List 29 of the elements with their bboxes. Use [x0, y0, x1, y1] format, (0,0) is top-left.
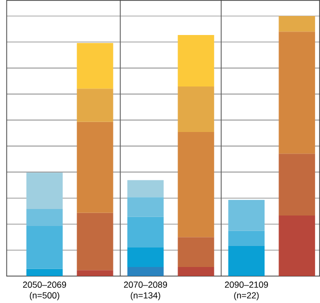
bar: [178, 236, 214, 267]
bar: [278, 31, 316, 154]
bar: [26, 208, 63, 226]
bar: [127, 216, 164, 248]
bar: [76, 122, 114, 213]
bar: [278, 16, 316, 32]
bar: [26, 268, 63, 276]
bar: [127, 180, 164, 197]
bar: [228, 246, 265, 276]
bar: [278, 215, 316, 276]
bar: [127, 196, 164, 217]
bar: [76, 42, 114, 88]
bar: [178, 34, 214, 86]
x-tick-label: 2090–2109 (n=22): [224, 281, 268, 300]
bar: [178, 266, 214, 276]
bar: [26, 172, 63, 209]
x-tick-label: 2050–2069 (n=500): [23, 281, 66, 300]
bar: [278, 153, 316, 216]
bar: [127, 266, 164, 276]
bar: [127, 247, 164, 267]
bar: [178, 132, 214, 237]
bar: [228, 200, 265, 231]
bar: [76, 270, 114, 276]
bar: [76, 88, 114, 122]
x-tick-label: 2070–2089 (n=134): [124, 281, 168, 300]
bar: [76, 212, 114, 270]
bar: [228, 230, 265, 246]
bar: [26, 226, 63, 269]
bar: [178, 86, 214, 132]
